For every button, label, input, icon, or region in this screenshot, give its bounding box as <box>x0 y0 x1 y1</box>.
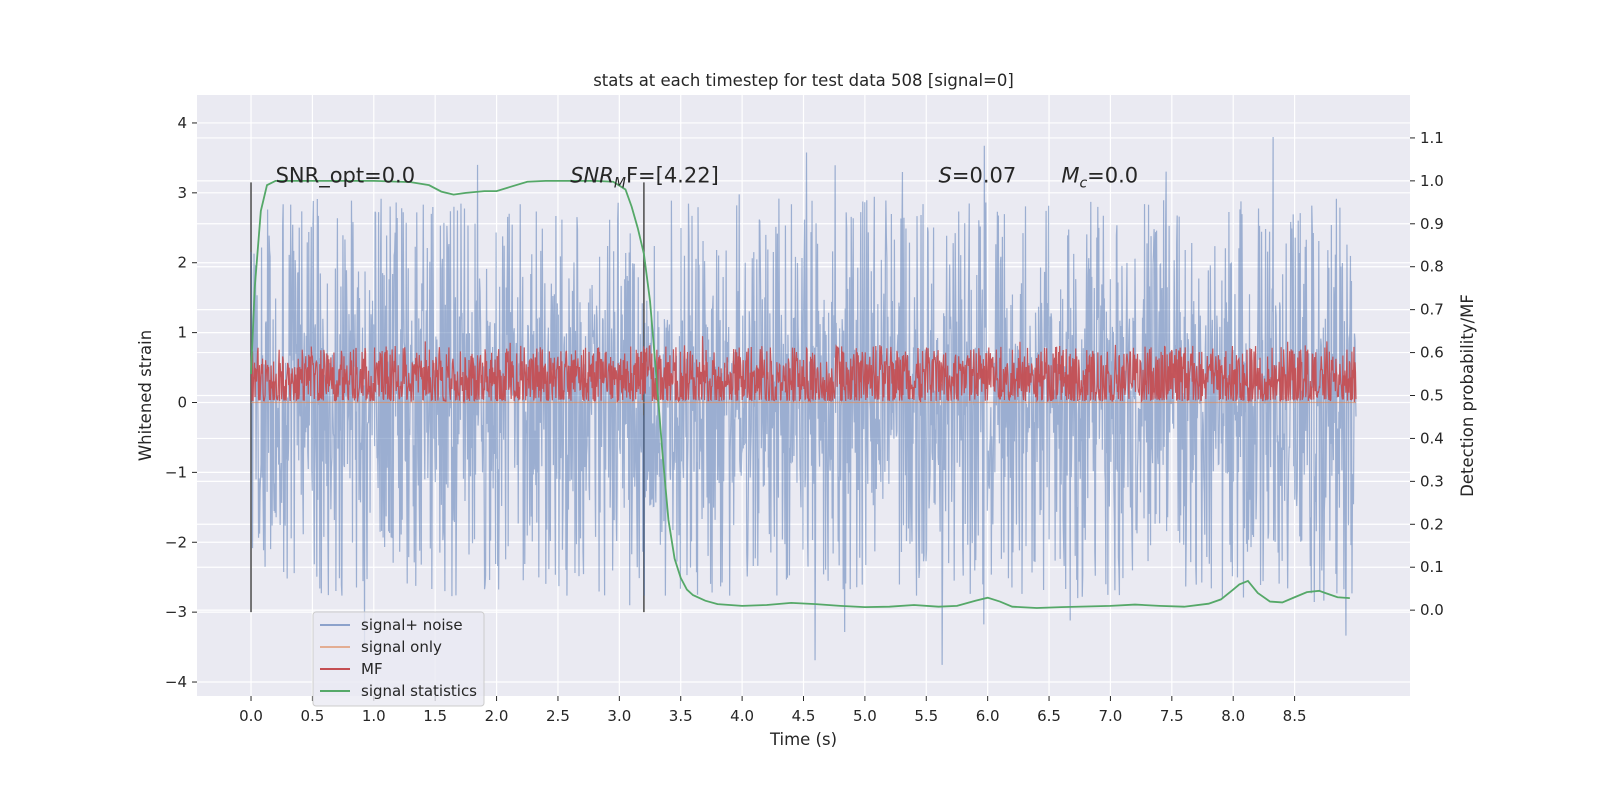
x-tick-label: 2.0 <box>485 707 509 725</box>
y2-tick-label: 0.8 <box>1420 258 1444 276</box>
annotation-text: Mc=0.0 <box>1061 163 1138 191</box>
x-tick-label: 4.0 <box>730 707 754 725</box>
y2-tick-label: 0.1 <box>1420 558 1444 576</box>
y2-tick-label: 1.1 <box>1420 129 1444 147</box>
annotation-text: S=0.07 <box>939 163 1017 187</box>
y-tick-label: 2 <box>177 254 187 272</box>
y-tick-label: 4 <box>177 114 187 132</box>
x-tick-label: 6.5 <box>1037 707 1061 725</box>
y-tick-label: −1 <box>165 463 187 481</box>
y2-axis-label: Detection probability/MF <box>1458 294 1477 497</box>
legend-label: MF <box>361 660 383 678</box>
y2-axis-ticks: 1.1 1.0 0.9 0.8 0.7 0.6 0.5 0.4 0.3 0.2 0.1 0.0 <box>1410 129 1444 619</box>
annotation-text: SNR_opt=0.0 <box>276 163 416 188</box>
x-tick-label: 8.5 <box>1283 707 1307 725</box>
x-tick-label: 7.0 <box>1099 707 1123 725</box>
y2-tick-label: 1.0 <box>1420 172 1444 190</box>
x-tick-label: 1.0 <box>362 707 386 725</box>
x-tick-label: 2.5 <box>546 707 570 725</box>
y-axis-ticks: 4 3 2 1 0 −1 −2 −3 −4 <box>165 114 197 691</box>
x-tick-label: 8.0 <box>1221 707 1245 725</box>
x-tick-label: 0.5 <box>300 707 324 725</box>
y2-tick-label: 0.2 <box>1420 515 1444 533</box>
x-tick-label: 1.5 <box>423 707 447 725</box>
series-mf <box>250 336 1357 404</box>
chart-title: stats at each timestep for test data 508… <box>593 71 1014 90</box>
y2-tick-label: 0.9 <box>1420 215 1444 233</box>
x-tick-label: 4.5 <box>792 707 816 725</box>
annotation-text: SNRMF=[4.22] <box>570 163 719 191</box>
y2-tick-label: 0.7 <box>1420 301 1444 319</box>
x-tick-label: 6.0 <box>976 707 1000 725</box>
legend-label: signal statistics <box>361 682 477 700</box>
y-axis-label: Whitened strain <box>136 330 155 461</box>
x-axis-label: Time (s) <box>769 730 837 749</box>
annotations: SNR_opt=0.0 SNRMF=[4.22] S=0.07 Mc=0.0 <box>276 163 1139 191</box>
y-tick-label: −3 <box>165 603 187 621</box>
y2-tick-label: 0.6 <box>1420 344 1444 362</box>
y-tick-label: 1 <box>177 324 187 342</box>
x-tick-label: 0.0 <box>239 707 263 725</box>
legend-label: signal+ noise <box>361 616 463 634</box>
y-tick-label: −2 <box>165 533 187 551</box>
y-tick-label: 0 <box>177 393 187 411</box>
series-signal-noise <box>250 136 1357 665</box>
y-tick-label: −4 <box>165 673 187 691</box>
legend-box <box>312 611 485 707</box>
y2-tick-label: 0.5 <box>1420 387 1444 405</box>
x-tick-label: 5.0 <box>853 707 877 725</box>
x-axis-ticks: 0.0 0.5 1.0 1.5 2.0 2.5 3.0 3.5 4.0 4.5 5.0 5.5 6.0 6… <box>239 696 1307 725</box>
y-tick-label: 3 <box>177 184 187 202</box>
legend-label: signal only <box>361 638 442 656</box>
series-signal-statistics <box>250 179 1350 609</box>
y2-tick-label: 0.3 <box>1420 472 1444 490</box>
x-tick-label: 3.0 <box>607 707 631 725</box>
legend: signal+ noise signal only MF signal statist… <box>312 611 485 707</box>
x-tick-label: 5.5 <box>914 707 938 725</box>
y2-tick-label: 0.4 <box>1420 429 1444 447</box>
y2-tick-label: 0.0 <box>1420 601 1444 619</box>
series-layer <box>250 136 1357 665</box>
x-tick-label: 3.5 <box>669 707 693 725</box>
x-tick-label: 7.5 <box>1160 707 1184 725</box>
